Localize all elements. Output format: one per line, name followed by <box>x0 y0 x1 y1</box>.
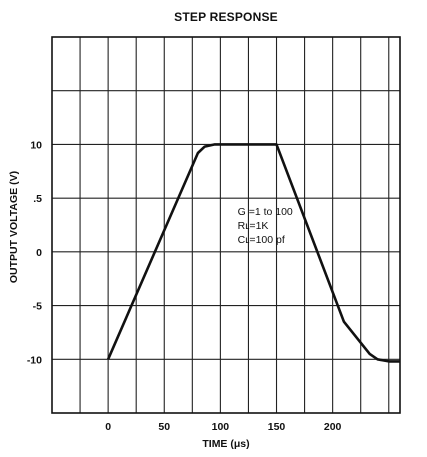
series-line <box>106 143 400 363</box>
x-tick-label: 200 <box>324 421 342 433</box>
annotation-text: Cʟ=100 pf <box>238 234 285 246</box>
x-tick-label: 0 <box>105 421 111 433</box>
annotation-text: G =1 to 100 <box>238 206 293 218</box>
y-tick-label: -5 <box>33 301 42 313</box>
chart-title: STEP RESPONSE <box>174 10 278 24</box>
x-tick-label: 100 <box>212 421 230 433</box>
y-tick-label: .5 <box>33 193 42 205</box>
y-tick-label: 10 <box>30 139 42 151</box>
x-tick-label: 150 <box>268 421 286 433</box>
annotation-text: Rʟ=1K <box>238 220 269 232</box>
y-tick-label: -10 <box>27 354 42 366</box>
x-tick-label: 50 <box>158 421 170 433</box>
y-tick-label: 0 <box>36 247 42 259</box>
plot-frame <box>51 36 401 414</box>
x-axis-label: TIME (μs) <box>202 438 250 450</box>
